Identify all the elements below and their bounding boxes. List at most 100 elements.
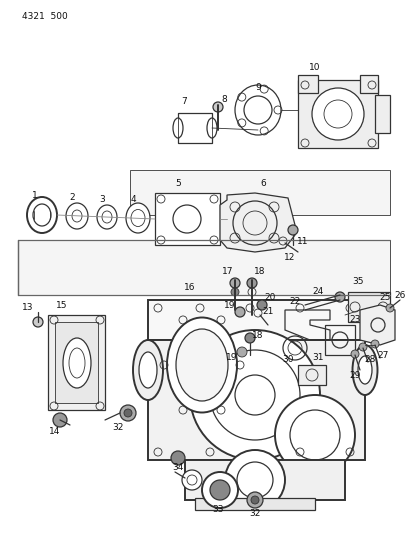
Circle shape [33, 317, 43, 327]
Text: 3: 3 [99, 196, 105, 205]
Circle shape [275, 395, 355, 475]
Ellipse shape [126, 203, 150, 233]
Text: 26: 26 [394, 290, 406, 300]
Circle shape [386, 304, 394, 312]
Circle shape [288, 225, 298, 235]
Text: 8: 8 [221, 95, 227, 104]
Text: 20: 20 [264, 293, 276, 302]
Ellipse shape [66, 203, 88, 229]
Circle shape [231, 288, 239, 296]
Text: 14: 14 [49, 427, 61, 437]
Circle shape [190, 330, 320, 460]
Text: 24: 24 [313, 287, 324, 296]
Bar [195, 498, 315, 510]
Text: 33: 33 [212, 505, 224, 514]
Text: 32: 32 [112, 424, 124, 432]
Bar [298, 365, 326, 385]
Circle shape [247, 492, 263, 508]
Bar [298, 80, 378, 148]
Circle shape [230, 278, 240, 288]
Circle shape [120, 405, 136, 421]
Polygon shape [48, 315, 105, 410]
Ellipse shape [139, 352, 157, 388]
Text: 17: 17 [222, 268, 234, 277]
Circle shape [251, 496, 259, 504]
Circle shape [235, 307, 245, 317]
Text: 23: 23 [349, 316, 361, 325]
Text: 5: 5 [175, 179, 181, 188]
Text: 10: 10 [309, 63, 321, 72]
Text: 25: 25 [379, 294, 391, 303]
Text: 11: 11 [297, 238, 309, 246]
Polygon shape [148, 340, 365, 460]
Text: 32: 32 [249, 508, 261, 518]
Text: 9: 9 [255, 83, 261, 92]
Ellipse shape [358, 356, 372, 384]
Ellipse shape [207, 118, 217, 138]
Circle shape [245, 333, 255, 343]
Circle shape [335, 292, 345, 302]
Ellipse shape [102, 211, 112, 223]
Ellipse shape [63, 338, 91, 388]
Bar [178, 113, 212, 143]
Text: 13: 13 [22, 303, 34, 312]
Ellipse shape [167, 318, 237, 413]
Ellipse shape [176, 329, 228, 401]
Bar [155, 193, 220, 245]
Text: 16: 16 [184, 284, 196, 293]
Ellipse shape [173, 118, 183, 138]
Circle shape [53, 413, 67, 427]
Polygon shape [220, 193, 295, 252]
Circle shape [171, 451, 185, 465]
Text: 34: 34 [172, 464, 184, 472]
Circle shape [124, 409, 132, 417]
Ellipse shape [131, 209, 145, 227]
Text: 2: 2 [69, 193, 75, 203]
Circle shape [225, 450, 285, 510]
Ellipse shape [33, 204, 51, 226]
Circle shape [202, 472, 238, 508]
Polygon shape [18, 240, 390, 295]
Circle shape [351, 350, 359, 358]
Text: 28: 28 [364, 356, 376, 365]
Text: 22: 22 [289, 297, 301, 306]
Text: 30: 30 [282, 356, 294, 365]
Text: 1: 1 [32, 190, 38, 199]
Text: 29: 29 [349, 370, 361, 379]
Circle shape [182, 470, 202, 490]
Text: 12: 12 [284, 254, 296, 262]
Circle shape [312, 88, 364, 140]
Ellipse shape [133, 340, 163, 400]
Bar [360, 75, 378, 93]
Ellipse shape [353, 345, 377, 395]
Text: 7: 7 [181, 98, 187, 107]
Text: 27: 27 [377, 351, 389, 359]
Ellipse shape [235, 85, 281, 135]
Text: 18: 18 [252, 330, 264, 340]
Text: 6: 6 [260, 179, 266, 188]
Text: 18: 18 [254, 268, 266, 277]
Text: 19: 19 [224, 301, 236, 310]
Circle shape [213, 102, 223, 112]
Polygon shape [360, 305, 395, 345]
Bar [55, 322, 98, 403]
Polygon shape [130, 170, 390, 215]
Ellipse shape [97, 205, 117, 229]
Text: 19: 19 [226, 353, 238, 362]
Bar [298, 75, 318, 93]
Text: 21: 21 [262, 308, 274, 317]
Text: 4321  500: 4321 500 [22, 12, 68, 21]
Circle shape [237, 347, 247, 357]
Polygon shape [185, 460, 345, 500]
Circle shape [247, 278, 257, 288]
Text: 15: 15 [56, 301, 68, 310]
Bar [375, 95, 390, 133]
Text: 35: 35 [352, 278, 364, 287]
Polygon shape [148, 300, 365, 340]
Text: 4: 4 [130, 196, 136, 205]
Circle shape [371, 340, 379, 348]
Ellipse shape [72, 210, 82, 222]
Circle shape [257, 300, 267, 310]
Ellipse shape [27, 197, 57, 233]
Circle shape [210, 480, 230, 500]
